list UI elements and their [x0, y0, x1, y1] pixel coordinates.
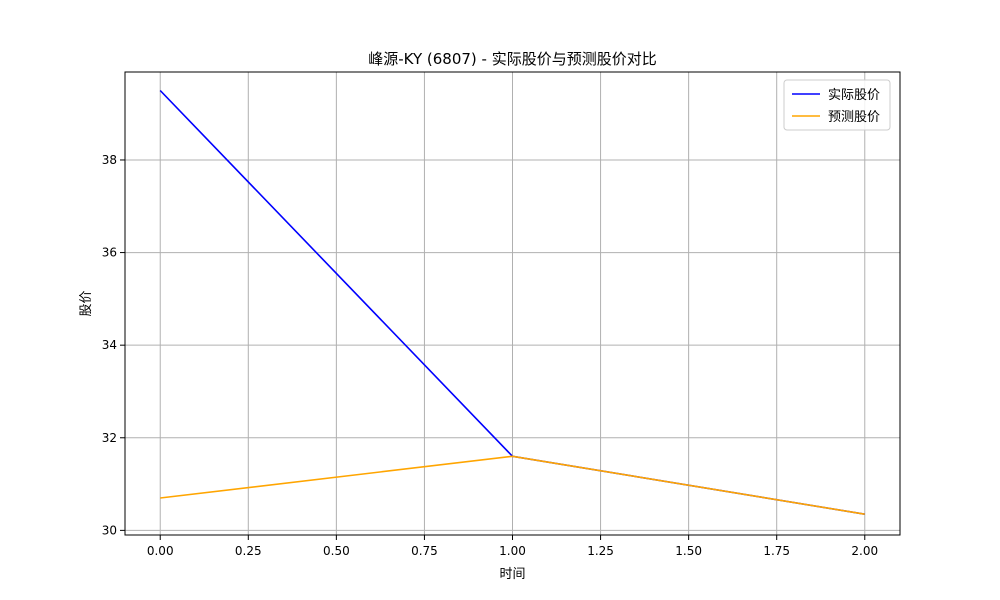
grid [125, 72, 900, 535]
x-tick-label: 1.00 [499, 544, 526, 558]
y-tick-label: 32 [102, 431, 117, 445]
chart-title: 峰源-KY (6807) - 实际股价与预测股价对比 [368, 50, 656, 68]
legend-label: 实际股价 [828, 88, 880, 103]
x-tick-label: 0.50 [323, 544, 350, 558]
legend-label: 预测股价 [828, 110, 880, 125]
x-tick-label: 1.75 [763, 544, 790, 558]
x-tick-label: 0.00 [147, 544, 174, 558]
y-tick-label: 38 [102, 153, 117, 167]
x-axis-title: 时间 [499, 567, 525, 582]
y-tick-label: 30 [102, 523, 117, 537]
x-tick-label: 0.25 [235, 544, 262, 558]
series-layer [159, 89, 865, 515]
legend-box [783, 79, 891, 131]
y-tick-label: 36 [102, 246, 117, 260]
y-axis-title: 股价 [79, 290, 94, 316]
y-tick-label: 34 [102, 338, 117, 352]
x-tick-label: 1.25 [587, 544, 614, 558]
x-tick-label: 2.00 [851, 544, 878, 558]
x-tick-label: 1.50 [675, 544, 702, 558]
x-tick-label: 0.75 [411, 544, 438, 558]
ticks: 0.00 0.25 0.50 0.75 1.00 1.25 1.50 1.75 2.00 30 32… [102, 153, 878, 558]
series-line-2 [160, 455, 865, 515]
